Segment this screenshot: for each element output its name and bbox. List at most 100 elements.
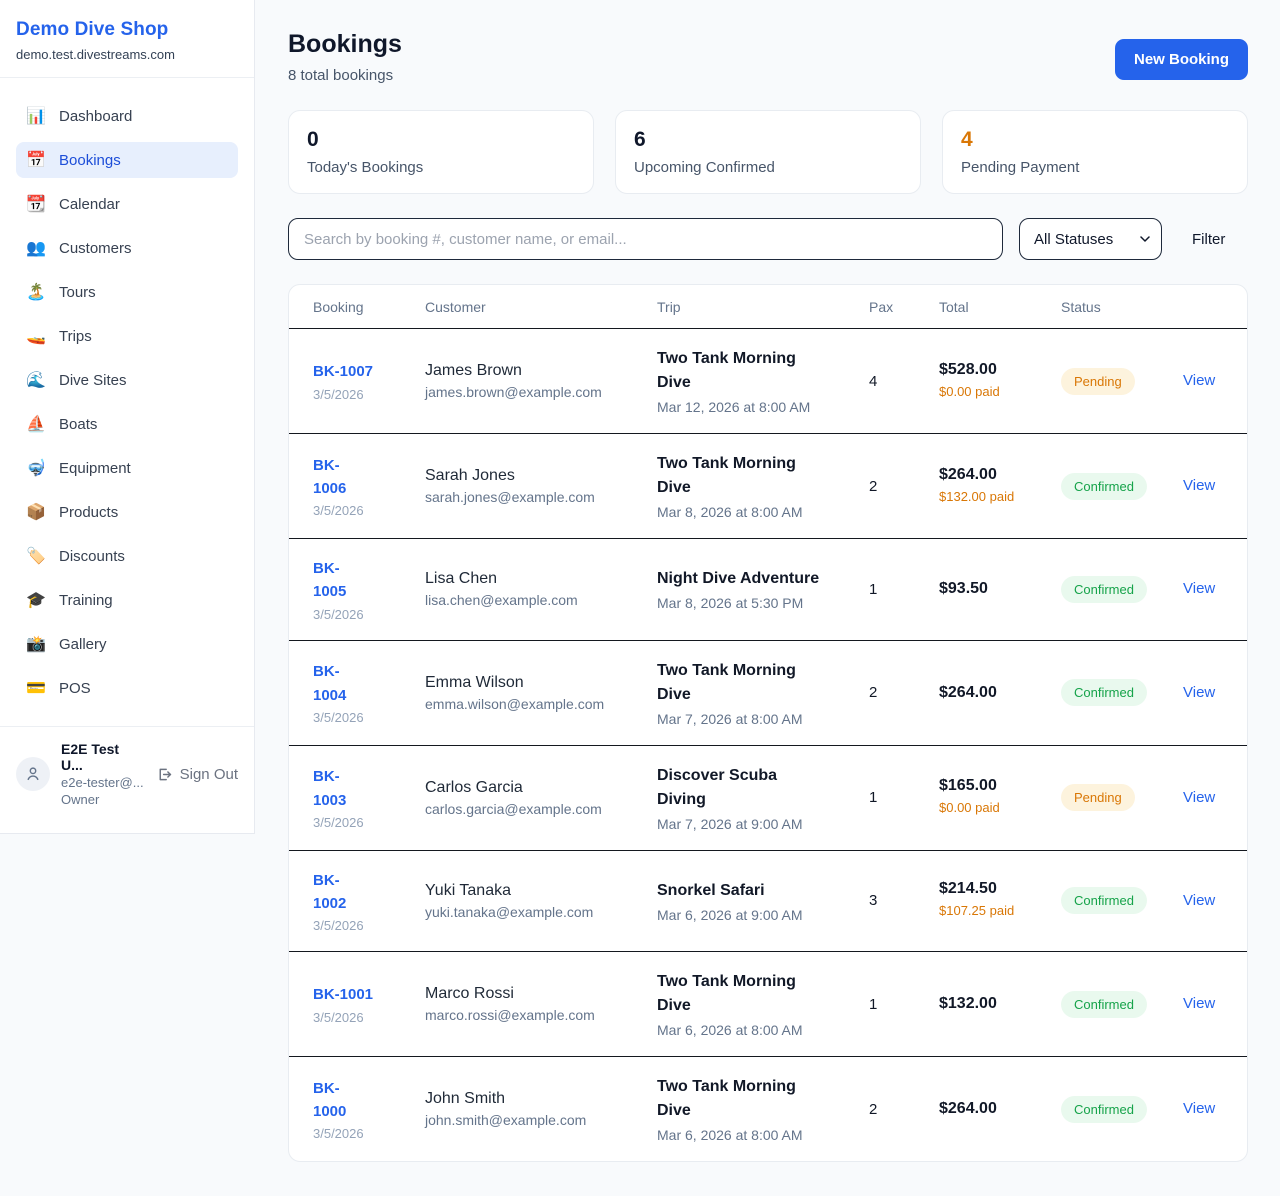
sidebar-item-label: Boats bbox=[59, 415, 98, 433]
customer-email: james.brown@example.com bbox=[425, 384, 602, 400]
credit-card-icon: 💳 bbox=[26, 680, 46, 697]
sidebar-item-label: Discounts bbox=[59, 547, 125, 565]
booking-id-link[interactable]: BK- 1002 bbox=[313, 871, 347, 912]
view-booking-link[interactable]: View bbox=[1183, 788, 1216, 806]
filter-button[interactable]: Filter bbox=[1178, 223, 1239, 256]
total-amount: $165.00 bbox=[939, 777, 997, 795]
user-name: E2E Test U... bbox=[61, 741, 120, 773]
sidebar-item-products[interactable]: 📦 Products bbox=[16, 494, 238, 530]
paid-amount: $0.00 paid bbox=[939, 383, 1000, 399]
view-booking-link[interactable]: View bbox=[1183, 1100, 1216, 1117]
booking-id-link[interactable]: BK- 1003 bbox=[313, 768, 347, 809]
view-booking-link[interactable]: View bbox=[1183, 683, 1216, 701]
pax-count: 1 bbox=[869, 580, 878, 598]
customer-email: yuki.tanaka@example.com bbox=[425, 903, 594, 920]
trip-datetime: Mar 12, 2026 at 8:00 AM bbox=[657, 399, 811, 415]
search-input[interactable] bbox=[288, 218, 1003, 260]
booking-id-link[interactable]: BK- 1000 bbox=[313, 1079, 347, 1120]
trip-datetime: Mar 6, 2026 at 9:00 AM bbox=[657, 906, 803, 923]
stat-label: Pending Payment bbox=[961, 159, 1080, 176]
sign-out-button[interactable]: Sign Out bbox=[156, 766, 238, 783]
people-icon: 👥 bbox=[26, 240, 46, 257]
stats-row: 0 Today's Bookings 6 Upcoming Confirmed … bbox=[288, 110, 1248, 194]
stat-card-pending-payment: 4 Pending Payment bbox=[942, 110, 1248, 194]
customer-name: John Smith bbox=[425, 1090, 506, 1107]
status-badge: Confirmed bbox=[1061, 472, 1147, 500]
sidebar-item-calendar[interactable]: 📆 Calendar bbox=[16, 186, 238, 222]
view-booking-link[interactable]: View bbox=[1183, 372, 1216, 389]
main-content: Bookings 8 total bookings New Booking 0 … bbox=[255, 0, 1280, 1196]
status-filter-select[interactable]: All Statuses bbox=[1019, 218, 1162, 260]
booking-date: 3/5/2026 bbox=[313, 503, 364, 519]
view-booking-link[interactable]: View bbox=[1183, 891, 1216, 909]
paid-amount: $0.00 paid bbox=[939, 800, 1000, 816]
sidebar-item-boats[interactable]: ⛵ Boats bbox=[16, 406, 238, 442]
sidebar-item-label: Dashboard bbox=[59, 107, 133, 125]
view-booking-link[interactable]: View bbox=[1183, 995, 1216, 1012]
sidebar-item-bookings[interactable]: 📅 Bookings bbox=[16, 142, 238, 178]
booking-id-link[interactable]: BK-1007 bbox=[313, 363, 374, 381]
sidebar-item-trips[interactable]: 🚤 Trips bbox=[16, 318, 238, 354]
column-header-total: Total bbox=[939, 299, 969, 315]
stat-card-upcoming-confirmed: 6 Upcoming Confirmed bbox=[615, 110, 921, 194]
status-badge: Confirmed bbox=[1061, 679, 1147, 706]
wave-icon: 🌊 bbox=[26, 372, 46, 389]
page-subtitle: 8 total bookings bbox=[288, 67, 394, 84]
customer-email: emma.wilson@example.com bbox=[425, 695, 605, 712]
stat-value: 0 bbox=[307, 128, 319, 151]
tear-calendar-icon: 📆 bbox=[26, 196, 46, 213]
column-header-pax: Pax bbox=[869, 299, 894, 315]
stat-label: Upcoming Confirmed bbox=[634, 159, 775, 176]
sidebar-item-discounts[interactable]: 🏷️ Discounts bbox=[16, 538, 238, 574]
booking-id-link[interactable]: BK- 1005 bbox=[313, 560, 347, 601]
sidebar-item-tours[interactable]: 🏝️ Tours bbox=[16, 274, 238, 310]
trip-datetime: Mar 6, 2026 at 8:00 AM bbox=[657, 1127, 803, 1143]
pax-count: 3 bbox=[869, 892, 878, 910]
customer-name: Yuki Tanaka bbox=[425, 881, 511, 899]
brand-block: Demo Dive Shop demo.test.divestreams.com bbox=[0, 0, 254, 78]
booking-id-link[interactable]: BK- 1006 bbox=[313, 456, 347, 497]
table-row: BK- 1005 3/5/2026 Lisa Chen lisa.chen@ex… bbox=[289, 539, 1247, 641]
booking-id-link[interactable]: BK- 1004 bbox=[313, 663, 347, 704]
sidebar-item-gallery[interactable]: 📸 Gallery bbox=[16, 626, 238, 662]
boat-icon: 🚤 bbox=[26, 328, 46, 345]
diving-mask-icon: 🤿 bbox=[26, 460, 46, 477]
total-amount: $264.00 bbox=[939, 683, 997, 701]
view-booking-link[interactable]: View bbox=[1183, 580, 1216, 598]
filter-row: All Statuses Filter bbox=[288, 218, 1248, 260]
sidebar-item-training[interactable]: 🎓 Training bbox=[16, 582, 238, 618]
sidebar-item-dive-sites[interactable]: 🌊 Dive Sites bbox=[16, 362, 238, 398]
sidebar-item-label: Equipment bbox=[59, 459, 131, 477]
page-title: Bookings bbox=[288, 30, 402, 58]
total-amount: $93.50 bbox=[939, 580, 988, 598]
sidebar-item-label: Dive Sites bbox=[59, 371, 127, 389]
new-booking-button[interactable]: New Booking bbox=[1114, 39, 1248, 80]
table-row: BK- 1002 3/5/2026 Yuki Tanaka yuki.tanak… bbox=[289, 851, 1247, 952]
trip-name: Two Tank Morning Dive bbox=[657, 973, 796, 1014]
sidebar-item-equipment[interactable]: 🤿 Equipment bbox=[16, 450, 238, 486]
sidebar-item-pos[interactable]: 💳 POS bbox=[16, 670, 238, 706]
stat-value: 4 bbox=[961, 128, 973, 151]
sidebar-item-label: Trips bbox=[59, 327, 92, 345]
total-amount: $264.00 bbox=[939, 1100, 997, 1117]
booking-id-link[interactable]: BK-1001 bbox=[313, 986, 374, 1004]
status-filter: All Statuses bbox=[1019, 218, 1162, 260]
booking-date: 3/5/2026 bbox=[313, 1009, 364, 1025]
pax-count: 1 bbox=[869, 995, 878, 1013]
column-header-customer: Customer bbox=[425, 299, 486, 315]
sidebar-item-customers[interactable]: 👥 Customers bbox=[16, 230, 238, 266]
stat-value: 6 bbox=[634, 128, 646, 151]
customer-name: Marco Rossi bbox=[425, 985, 514, 1002]
customer-name: Carlos Garcia bbox=[425, 778, 523, 796]
booking-date: 3/5/2026 bbox=[313, 918, 364, 933]
trip-name: Two Tank Morning Dive bbox=[657, 1078, 796, 1119]
paid-amount: $132.00 paid bbox=[939, 488, 1015, 504]
table-row: BK- 1000 3/5/2026 John Smith john.smith@… bbox=[289, 1057, 1247, 1161]
sidebar-item-label: POS bbox=[59, 679, 91, 697]
trip-name: Discover Scuba Diving bbox=[657, 766, 778, 808]
view-booking-link[interactable]: View bbox=[1183, 477, 1216, 494]
sidebar-item-dashboard[interactable]: 📊 Dashboard bbox=[16, 98, 238, 134]
trip-datetime: Mar 7, 2026 at 9:00 AM bbox=[657, 815, 803, 832]
column-header-booking: Booking bbox=[313, 299, 364, 315]
trip-datetime: Mar 7, 2026 at 8:00 AM bbox=[657, 710, 803, 727]
